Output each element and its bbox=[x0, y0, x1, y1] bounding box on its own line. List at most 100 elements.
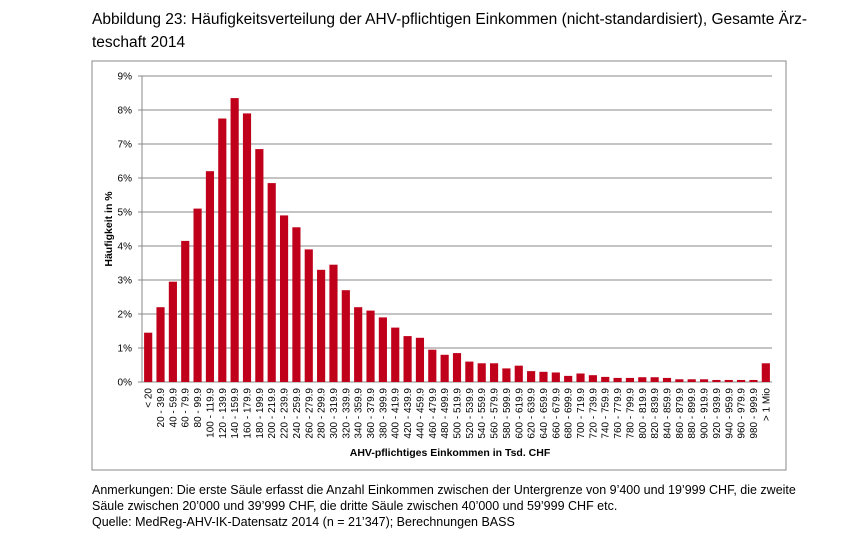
bar bbox=[428, 349, 437, 382]
bar bbox=[181, 240, 190, 382]
y-tick-label: 2% bbox=[118, 310, 133, 321]
x-tick-label: 700 - 719.9 bbox=[576, 388, 587, 439]
bar bbox=[415, 337, 425, 382]
bar bbox=[564, 375, 573, 382]
bar bbox=[230, 98, 239, 382]
x-tick-label: 60 - 79.9 bbox=[181, 388, 192, 428]
bar bbox=[440, 354, 449, 382]
chart-frame bbox=[91, 60, 787, 471]
x-tick-label: 780 - 799.9 bbox=[625, 388, 636, 439]
bar bbox=[242, 113, 252, 383]
bar bbox=[699, 379, 709, 382]
y-tick-label: 4% bbox=[118, 242, 133, 253]
x-tick-label: > 1 Mio bbox=[761, 388, 772, 422]
bar bbox=[551, 372, 560, 382]
x-tick-label: 160 - 179.9 bbox=[243, 388, 254, 439]
bar bbox=[279, 215, 289, 382]
bar bbox=[737, 379, 746, 382]
x-tick-label: 840 - 859.9 bbox=[663, 388, 674, 439]
bar bbox=[329, 264, 338, 382]
x-tick-label: 320 - 339.9 bbox=[341, 388, 352, 439]
x-tick-label: 540 - 559.9 bbox=[477, 388, 488, 439]
x-tick-label: 720 - 739.9 bbox=[588, 388, 599, 439]
x-tick-label: 80 - 99.9 bbox=[193, 388, 204, 428]
x-tick-label: 640 - 659.9 bbox=[539, 388, 550, 439]
x-tick-label: 420 - 439.9 bbox=[403, 388, 414, 439]
bar bbox=[304, 249, 313, 382]
x-tick-label: 980 - 999.9 bbox=[749, 388, 760, 439]
bar bbox=[489, 363, 499, 382]
bar bbox=[724, 379, 733, 382]
x-tick-label: 620 - 639.9 bbox=[527, 388, 538, 439]
x-tick-label: 480 - 499.9 bbox=[440, 388, 451, 439]
x-tick-label: 580 - 599.9 bbox=[502, 388, 513, 439]
bar bbox=[601, 376, 610, 382]
bar bbox=[650, 377, 659, 382]
x-tick-label: 20 - 39.9 bbox=[156, 388, 167, 428]
bar bbox=[255, 149, 264, 382]
bar bbox=[403, 336, 412, 382]
bar bbox=[588, 375, 597, 382]
x-tick-label: 200 - 219.9 bbox=[267, 388, 278, 439]
bar bbox=[625, 377, 635, 382]
x-tick-label: 880 - 899.9 bbox=[687, 388, 698, 439]
x-tick-label: 100 - 119.9 bbox=[205, 388, 216, 438]
x-tick-label: 860 - 879.9 bbox=[675, 388, 686, 439]
bar bbox=[539, 371, 548, 382]
x-tick-label: 340 - 359.9 bbox=[354, 388, 365, 439]
x-tick-label: 360 - 379.9 bbox=[366, 388, 377, 439]
title-line: Abbildung 23: Häufigkeitsverteilung der … bbox=[92, 11, 808, 28]
title-line: teschaft 2014 bbox=[92, 34, 186, 51]
note-line: Quelle: MedReg-AHV-IK-Datensatz 2014 (n … bbox=[92, 515, 515, 529]
x-tick-label: < 20 bbox=[144, 388, 155, 408]
bar bbox=[675, 379, 684, 382]
x-tick-label: 120 - 139.9 bbox=[218, 388, 229, 439]
bar bbox=[502, 368, 511, 382]
bar bbox=[527, 371, 536, 382]
bar bbox=[193, 208, 202, 382]
x-tick-label: 260 - 279.9 bbox=[304, 388, 315, 439]
x-tick-label: 460 - 479.9 bbox=[428, 388, 439, 439]
x-tick-label: 560 - 579.9 bbox=[490, 388, 501, 439]
bar bbox=[292, 227, 301, 382]
notes: Anmerkungen: Die erste Säule erfasst die… bbox=[92, 482, 796, 530]
bar bbox=[749, 379, 758, 382]
bar bbox=[514, 365, 523, 382]
y-tick-label: 3% bbox=[118, 276, 133, 287]
x-tick-label: 300 - 319.9 bbox=[329, 388, 340, 439]
bar bbox=[366, 310, 375, 382]
x-tick-label: 180 - 199.9 bbox=[255, 388, 266, 439]
bar bbox=[156, 307, 165, 382]
x-tick-label: 820 - 839.9 bbox=[650, 388, 661, 439]
bar bbox=[712, 379, 721, 382]
x-tick-label: 140 - 159.9 bbox=[230, 388, 241, 439]
x-tick-label: 660 - 679.9 bbox=[551, 388, 562, 439]
y-tick-label: 8% bbox=[118, 106, 133, 117]
y-axis-label: Häufigkeit in % bbox=[103, 191, 115, 267]
bar bbox=[452, 353, 462, 382]
x-tick-label: 280 - 299.9 bbox=[317, 388, 328, 439]
x-tick-label: 920 - 939.9 bbox=[712, 388, 723, 439]
x-tick-label: 220 - 239.9 bbox=[280, 388, 291, 439]
chart-title: Abbildung 23: Häufigkeitsverteilung der … bbox=[92, 8, 807, 54]
bar bbox=[465, 361, 474, 382]
x-tick-label: 680 - 699.9 bbox=[564, 388, 575, 439]
bar bbox=[218, 118, 227, 382]
y-tick-label: 9% bbox=[118, 72, 133, 83]
x-tick-label: 800 - 819.9 bbox=[638, 388, 649, 439]
bar bbox=[761, 363, 770, 382]
x-tick-label: 240 - 259.9 bbox=[292, 388, 303, 439]
bar bbox=[477, 363, 486, 382]
bar bbox=[576, 373, 585, 382]
x-tick-label: 960 - 979.9 bbox=[737, 388, 748, 439]
bar bbox=[378, 317, 387, 382]
x-tick-label: 500 - 519.9 bbox=[453, 388, 464, 439]
x-tick-label: 900 - 919.9 bbox=[700, 388, 711, 439]
bar bbox=[391, 327, 400, 382]
y-tick-label: 0% bbox=[118, 378, 133, 389]
x-tick-label: 400 - 419.9 bbox=[391, 388, 402, 439]
bar bbox=[144, 332, 153, 382]
note-line: Anmerkungen: Die erste Säule erfasst die… bbox=[92, 483, 796, 497]
